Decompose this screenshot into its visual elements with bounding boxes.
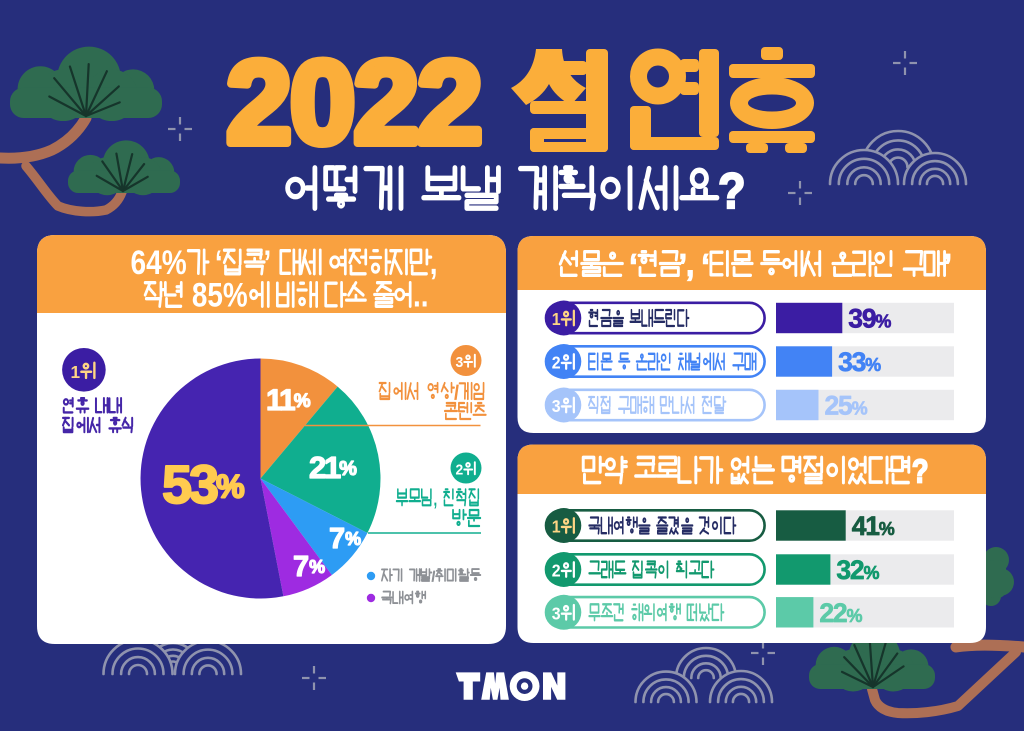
- svg-text:22%: 22%: [819, 598, 862, 628]
- svg-text:3: 3: [552, 397, 561, 417]
- svg-text:2: 2: [552, 561, 561, 581]
- svg-text:?: ?: [718, 164, 745, 220]
- svg-text:2022: 2022: [226, 37, 481, 169]
- svg-text:1: 1: [71, 362, 81, 382]
- svg-text:?: ?: [912, 454, 929, 490]
- svg-text:2: 2: [456, 462, 464, 478]
- svg-text:39%: 39%: [848, 304, 891, 334]
- svg-text:,: ,: [434, 489, 438, 510]
- svg-text:64%: 64%: [131, 243, 187, 281]
- svg-text:41%: 41%: [852, 511, 895, 541]
- svg-text:3: 3: [456, 355, 464, 371]
- svg-text:1: 1: [552, 517, 561, 537]
- svg-text:1: 1: [552, 310, 561, 330]
- svg-text:/: /: [432, 568, 436, 584]
- svg-text:/: /: [455, 382, 459, 403]
- svg-text:..: ..: [413, 276, 428, 314]
- svg-text:’: ’: [263, 243, 271, 281]
- svg-text:33%: 33%: [838, 347, 881, 377]
- svg-text:11%: 11%: [266, 384, 311, 417]
- svg-text:85%: 85%: [192, 276, 248, 314]
- svg-text:3: 3: [552, 604, 561, 624]
- svg-text:‘: ‘: [630, 248, 637, 282]
- svg-text:‘: ‘: [215, 243, 223, 281]
- svg-text:,: ,: [430, 243, 438, 281]
- svg-text:2: 2: [552, 353, 561, 373]
- svg-text:’,: ’,: [679, 248, 694, 282]
- svg-text:’: ’: [944, 248, 951, 282]
- svg-text:‘: ‘: [702, 248, 709, 282]
